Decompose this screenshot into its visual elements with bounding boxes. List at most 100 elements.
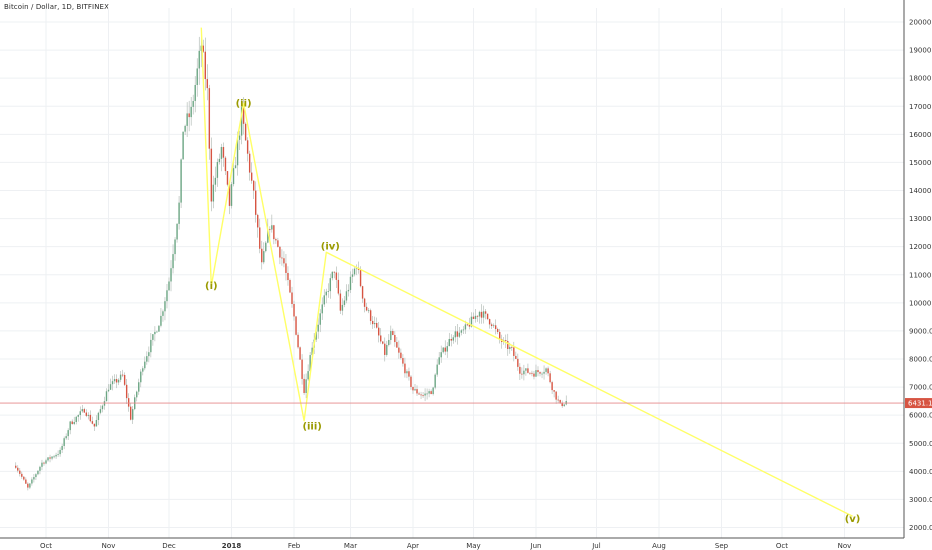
candle-body: [107, 389, 110, 392]
candle-body: [287, 272, 289, 281]
price-tick-label: 9000.0: [909, 327, 932, 335]
candle-body: [339, 293, 342, 311]
candle-body: [47, 457, 49, 461]
candle-body: [263, 251, 265, 263]
candle-body: [333, 271, 336, 273]
candle-body: [531, 372, 533, 374]
price-tick-label: 17000.0: [909, 103, 932, 111]
candle-body: [289, 280, 291, 293]
candle-body: [170, 268, 172, 282]
candle-body: [188, 113, 190, 118]
candle-body: [323, 295, 325, 305]
candle-body: [271, 225, 273, 230]
candle-body: [454, 331, 457, 338]
candle-body: [49, 457, 51, 459]
candle-body: [180, 159, 182, 203]
candle-body: [382, 341, 384, 344]
candle-body: [220, 147, 223, 159]
candle-body: [59, 449, 61, 455]
candle-body: [190, 106, 192, 118]
candle-body: [25, 479, 27, 484]
candle-body: [35, 474, 37, 478]
candle-body: [412, 386, 414, 391]
candle-body: [166, 290, 168, 302]
price-tick-label: 7000.0: [909, 384, 932, 392]
candle-body: [365, 306, 368, 311]
candle-body: [331, 271, 334, 279]
candle-body: [248, 153, 251, 173]
candle-body: [148, 352, 150, 357]
candle-body: [466, 324, 469, 326]
candle-body: [77, 415, 79, 417]
candle-body: [216, 162, 219, 178]
price-axis[interactable]: 2000.0 3000.0 4000.0 5000.0 6000.0 7000.0 8000…: [903, 0, 932, 538]
candle-body: [496, 329, 499, 332]
candle-body: [144, 361, 146, 369]
candle-body: [214, 177, 217, 185]
candle-body: [414, 389, 416, 391]
candle-body: [456, 331, 459, 337]
time-tick-label: Jul: [591, 542, 601, 550]
price-tick-label: 12000.0: [909, 243, 932, 251]
price-tick-label: 13000.0: [909, 215, 932, 223]
candle-body: [228, 184, 231, 206]
last-price-tag: [905, 398, 932, 409]
candle-body: [218, 158, 221, 163]
candle-body: [474, 315, 477, 319]
candle-body: [343, 300, 346, 305]
candle-body: [478, 311, 481, 317]
candle-body: [105, 391, 108, 402]
candle-body: [351, 274, 354, 277]
wave-lines: [200, 27, 853, 517]
candle-body: [57, 454, 59, 455]
candle-body: [299, 347, 301, 360]
candle-body: [226, 171, 229, 185]
candle-body: [113, 379, 116, 382]
candle-body: [123, 374, 126, 385]
candle-body: [234, 165, 237, 169]
candle-body: [523, 370, 525, 375]
candle-body: [430, 391, 432, 395]
candle-body: [434, 374, 436, 388]
candle-body: [109, 384, 112, 390]
candle-body: [51, 456, 53, 459]
candle-body: [244, 123, 247, 141]
candle-body: [557, 399, 559, 401]
candle-body: [99, 409, 102, 413]
time-tick-label: Nov: [102, 542, 116, 550]
candle-body: [79, 411, 81, 416]
candle-body: [279, 246, 281, 258]
candle-body: [444, 347, 446, 352]
candle-body: [553, 390, 555, 392]
candle-body: [315, 331, 317, 340]
candle-body: [29, 483, 31, 488]
candle-body: [19, 470, 21, 474]
wave-label: (v): [845, 514, 861, 525]
candle-body: [468, 324, 471, 327]
candle-body: [353, 268, 356, 275]
candle-body: [192, 100, 194, 107]
candle-body: [43, 462, 45, 464]
candle-body: [202, 45, 204, 52]
candle-body: [361, 286, 364, 299]
price-tick-label: 3000.0: [909, 496, 932, 504]
candle-body: [355, 267, 358, 269]
candle-body: [65, 436, 67, 439]
candle-body: [55, 454, 57, 457]
candle-body: [242, 107, 245, 124]
candle-body: [172, 254, 174, 269]
price-tick-label: 4000.0: [909, 468, 932, 476]
candle-body: [138, 382, 140, 392]
candle-body: [85, 412, 88, 416]
candle-body: [230, 184, 233, 206]
candle-body: [375, 323, 378, 328]
candle-body: [53, 456, 55, 458]
candle-body: [136, 391, 138, 398]
candle-body: [115, 379, 118, 383]
time-axis[interactable]: Oct Nov Dec 2018 Feb Mar Apr May Jun Jul Aug Sep Oct…: [0, 537, 904, 550]
candle-body: [521, 373, 523, 375]
candle-body: [174, 239, 176, 255]
candle-body: [33, 477, 35, 480]
candle-body: [329, 278, 332, 292]
